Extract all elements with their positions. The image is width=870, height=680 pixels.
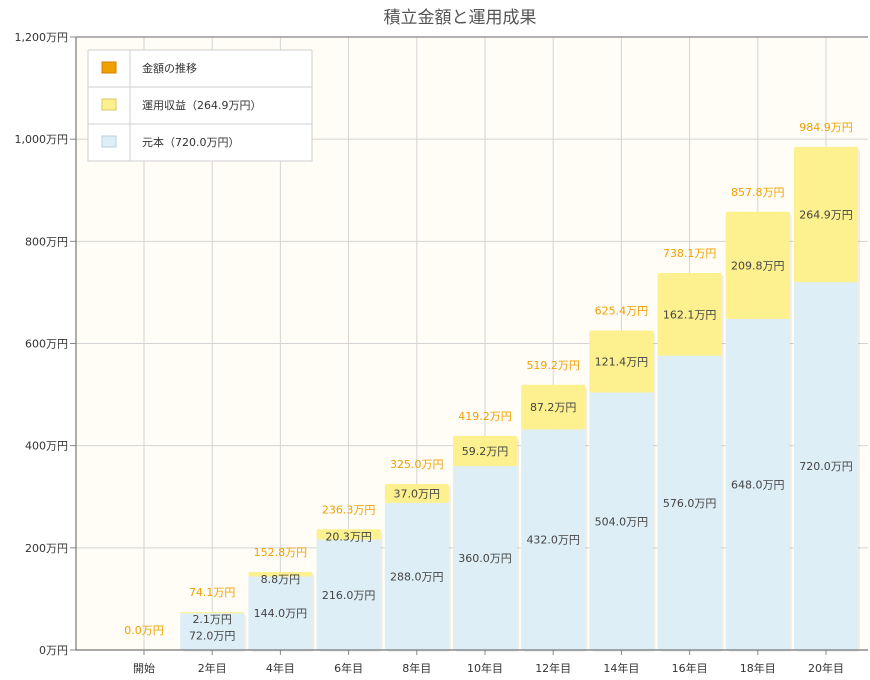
principal-data-label: 720.0万円 (799, 460, 853, 473)
bar-principal (657, 355, 722, 650)
x-tick-label: 2年目 (198, 661, 227, 675)
legend-label: 元本（720.0万円） (142, 135, 240, 149)
x-tick-label: 4年目 (266, 661, 295, 675)
y-tick-label: 400万円 (25, 440, 68, 453)
total-data-label: 857.8万円 (731, 186, 785, 199)
total-data-label: 419.2万円 (458, 410, 512, 423)
legend-swatch (101, 135, 117, 148)
profit-data-label: 20.3万円 (325, 530, 372, 543)
bar-principal (180, 613, 245, 650)
labels: 0.0万円 72.0万円 2.1万円 74.1万円 144.0万円 8.8万円 152.8万… (124, 121, 853, 643)
principal-data-label: 144.0万円 (254, 607, 308, 620)
bar-profit (725, 211, 790, 319)
bar-profit (180, 612, 245, 614)
profit-data-label: 121.4万円 (595, 356, 649, 369)
total-data-label: 738.1万円 (663, 247, 717, 260)
y-tick-label: 1,200万円 (15, 31, 69, 44)
legend-swatch (101, 61, 117, 74)
y-tick-label: 1,000万円 (15, 133, 69, 146)
y-tick-label: 800万円 (25, 235, 68, 248)
bar-profit (794, 146, 858, 283)
profit-data-label: 209.8万円 (731, 259, 785, 272)
total-data-label: 74.1万円 (189, 586, 236, 599)
y-tick-label: 0万円 (39, 644, 68, 657)
bar-principal (794, 282, 858, 650)
principal-data-label: 216.0万円 (322, 589, 376, 602)
bar-profit (589, 330, 654, 393)
bar-profit (453, 435, 517, 467)
y-tick-label: 200万円 (25, 542, 68, 555)
total-data-label: 984.9万円 (799, 121, 853, 134)
profit-data-label: 2.1万円 (192, 613, 232, 626)
x-tick-label: 6年目 (334, 661, 363, 675)
principal-data-label: 288.0万円 (390, 570, 444, 583)
legend-swatch (101, 98, 117, 111)
bars (180, 146, 860, 652)
legend-label: 運用収益（264.9万円） (142, 98, 262, 112)
x-tick-label: 16年目 (672, 661, 708, 675)
bar-principal (589, 392, 654, 650)
principal-data-label: 360.0万円 (458, 552, 512, 565)
total-data-label: 519.2万円 (526, 359, 580, 372)
x-tick-label: 開始 (133, 661, 155, 675)
total-data-label: 0.0万円 (124, 624, 164, 637)
total-data-label: 325.0万円 (390, 458, 444, 471)
total-data-label: 152.8万円 (254, 546, 308, 559)
x-tick-label: 8年目 (402, 661, 431, 675)
principal-data-label: 504.0万円 (595, 515, 649, 528)
legend-label: 金額の推移 (142, 61, 197, 75)
profit-data-label: 87.2万円 (530, 401, 577, 414)
principal-data-label: 432.0万円 (526, 534, 580, 547)
y-tick-label: 600万円 (25, 338, 68, 351)
profit-data-label: 37.0万円 (394, 487, 441, 500)
chart-title: 積立金額と運用成果 (384, 8, 537, 28)
legend-box (87, 49, 313, 162)
bar-profit (521, 384, 586, 430)
bar-principal (316, 539, 381, 650)
x-tick-label: 10年目 (467, 661, 503, 675)
profit-data-label: 264.9万円 (799, 209, 853, 222)
principal-data-label: 576.0万円 (663, 497, 717, 510)
bar-profit (316, 529, 381, 540)
bar-principal (521, 429, 586, 650)
principal-data-label: 72.0万円 (189, 630, 236, 643)
bar-principal (248, 576, 313, 650)
x-tick-label: 14年目 (603, 661, 639, 675)
profit-data-label: 162.1万円 (663, 308, 717, 321)
profit-data-label: 59.2万円 (462, 445, 509, 458)
x-tick-label: 20年目 (808, 661, 844, 675)
bar-profit (384, 483, 449, 503)
x-tick-label: 12年目 (535, 661, 571, 675)
bar-principal (384, 502, 449, 650)
bar-principal (725, 318, 790, 650)
x-tick-label: 18年目 (740, 661, 776, 675)
bar-profit (657, 272, 722, 356)
total-data-label: 236.3万円 (322, 503, 376, 516)
total-data-label: 625.4万円 (595, 305, 649, 318)
profit-data-label: 8.8万円 (261, 573, 301, 586)
principal-data-label: 648.0万円 (731, 478, 785, 491)
bar-profit (248, 571, 313, 577)
bar-principal (453, 466, 517, 650)
